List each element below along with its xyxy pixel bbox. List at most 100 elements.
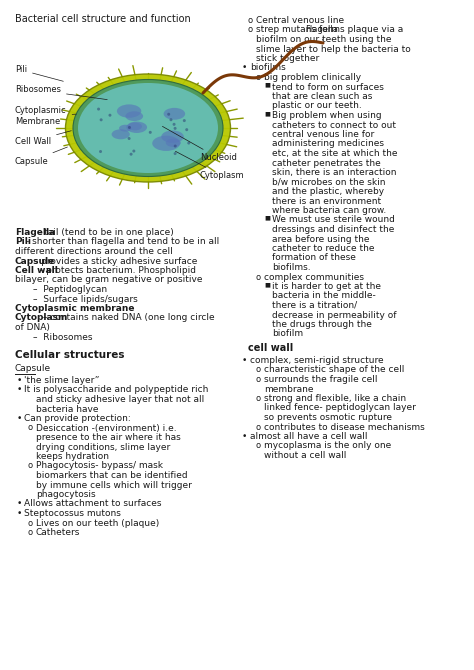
Text: skin, there is an interaction: skin, there is an interaction: [272, 168, 396, 177]
Text: contributes to disease mechanisms: contributes to disease mechanisms: [264, 423, 425, 431]
Text: catheters to connect to out: catheters to connect to out: [272, 121, 396, 129]
Ellipse shape: [128, 137, 131, 140]
Text: •: •: [17, 414, 22, 423]
Text: biofilms: biofilms: [250, 64, 286, 72]
Ellipse shape: [117, 105, 141, 118]
Ellipse shape: [97, 108, 100, 111]
Text: central venous line for: central venous line for: [272, 130, 374, 139]
Ellipse shape: [128, 123, 142, 131]
Ellipse shape: [185, 128, 188, 131]
Text: •: •: [17, 385, 22, 395]
Ellipse shape: [152, 135, 180, 151]
Text: •: •: [17, 509, 22, 518]
Text: b/w microbes on the skin: b/w microbes on the skin: [272, 178, 385, 186]
Text: phagocytosis: phagocytosis: [36, 490, 96, 499]
Text: tend to form on surfaces: tend to form on surfaces: [272, 82, 384, 92]
Text: almost all have a cell wall: almost all have a cell wall: [250, 432, 367, 441]
Text: o: o: [248, 16, 253, 25]
Text: biofilm on our teeth using the: biofilm on our teeth using the: [256, 35, 392, 44]
Text: o: o: [256, 73, 261, 82]
Text: Cytoplasm: Cytoplasm: [175, 151, 245, 180]
Ellipse shape: [127, 121, 147, 133]
Text: so prevents osmotic rupture: so prevents osmotic rupture: [264, 413, 392, 422]
Text: administering medicines: administering medicines: [272, 139, 384, 149]
Text: of DNA): of DNA): [15, 323, 50, 332]
Text: Nucleoid: Nucleoid: [163, 127, 237, 163]
Ellipse shape: [173, 152, 177, 155]
Ellipse shape: [166, 139, 181, 147]
Text: without a cell wall: without a cell wall: [264, 451, 346, 460]
Ellipse shape: [126, 111, 143, 121]
Ellipse shape: [78, 83, 218, 173]
Ellipse shape: [187, 141, 190, 145]
Text: ■: ■: [264, 216, 270, 220]
Text: biomarkers that can be identified: biomarkers that can be identified: [36, 471, 188, 480]
Text: the drugs through the: the drugs through the: [272, 320, 372, 329]
Text: Flagella: Flagella: [15, 228, 55, 237]
Text: •: •: [17, 500, 22, 509]
Text: Cytoplasmic
Membrane: Cytoplasmic Membrane: [15, 107, 76, 126]
Text: biofilms.: biofilms.: [272, 263, 310, 272]
Text: that are clean such as: that are clean such as: [272, 92, 373, 101]
Text: etc, at the site at which the: etc, at the site at which the: [272, 149, 398, 158]
Text: 'the slime layer”: 'the slime layer”: [24, 376, 100, 385]
Text: where bacteria can grow.: where bacteria can grow.: [272, 206, 386, 215]
Text: complex communities: complex communities: [264, 273, 364, 281]
Text: big problem clinically: big problem clinically: [264, 73, 361, 82]
Text: membrane: membrane: [264, 385, 313, 393]
Text: o: o: [256, 273, 261, 281]
Text: decrease in permeability of: decrease in permeability of: [272, 310, 396, 320]
Text: there is a titration/: there is a titration/: [272, 301, 357, 310]
Text: •: •: [242, 432, 247, 441]
Text: and the plastic, whereby: and the plastic, whereby: [272, 187, 384, 196]
Text: Bacterial cell structure and function: Bacterial cell structure and function: [15, 14, 191, 24]
Ellipse shape: [173, 127, 177, 130]
Ellipse shape: [119, 125, 132, 131]
Text: formation of these: formation of these: [272, 253, 356, 263]
Text: –  Surface lipids/sugars: – Surface lipids/sugars: [33, 295, 138, 304]
Text: Big problem when using: Big problem when using: [272, 111, 382, 120]
Text: - provides a sticky adhesive surface: - provides a sticky adhesive surface: [35, 257, 197, 265]
Text: Steptocossus mutons: Steptocossus mutons: [24, 509, 121, 518]
Ellipse shape: [99, 150, 102, 153]
Text: Capsule: Capsule: [15, 147, 67, 165]
Text: there is an environment: there is an environment: [272, 196, 381, 206]
Text: area before using the: area before using the: [272, 234, 370, 243]
Text: slime layer to help the bacteria to: slime layer to help the bacteria to: [256, 44, 411, 54]
Text: o: o: [28, 528, 33, 537]
Text: o: o: [256, 394, 261, 403]
Text: strong and flexible, like a chain: strong and flexible, like a chain: [264, 394, 406, 403]
Text: Desiccation -(environment) i.e.: Desiccation -(environment) i.e.: [36, 423, 177, 433]
Text: catheter penetrates the: catheter penetrates the: [272, 159, 381, 168]
Ellipse shape: [174, 145, 177, 147]
Text: o: o: [248, 25, 253, 34]
Text: biofilm: biofilm: [272, 330, 303, 338]
Ellipse shape: [128, 126, 131, 129]
Ellipse shape: [164, 108, 185, 120]
Text: o: o: [256, 375, 261, 384]
Ellipse shape: [183, 119, 186, 122]
Text: Ribosomes: Ribosomes: [15, 86, 107, 100]
Text: Can provide protection:: Can provide protection:: [24, 414, 131, 423]
Text: Allows attachment to surfaces: Allows attachment to surfaces: [24, 500, 162, 509]
Text: –  Peptidoglycan: – Peptidoglycan: [33, 285, 107, 294]
Text: it is harder to get at the: it is harder to get at the: [272, 282, 381, 291]
Text: Pili: Pili: [15, 237, 31, 247]
Ellipse shape: [161, 131, 184, 143]
Text: keeps hydration: keeps hydration: [36, 452, 109, 461]
Text: cell wall: cell wall: [248, 343, 293, 353]
Ellipse shape: [100, 119, 103, 121]
Text: Central venous line: Central venous line: [256, 16, 344, 25]
Text: linked fence- peptidoglycan layer: linked fence- peptidoglycan layer: [264, 403, 416, 413]
Text: and sticky adhesive layer that not all: and sticky adhesive layer that not all: [36, 395, 204, 404]
Text: –  Ribosomes: – Ribosomes: [33, 332, 92, 342]
Text: Flagella: Flagella: [305, 25, 338, 40]
Text: strep mutans forms plaque via a: strep mutans forms plaque via a: [256, 25, 403, 34]
Text: - tail (tend to be in one place): - tail (tend to be in one place): [37, 228, 173, 237]
Ellipse shape: [73, 80, 223, 176]
Text: Pili: Pili: [15, 66, 64, 81]
Text: drying conditions, slime layer: drying conditions, slime layer: [36, 442, 170, 452]
Text: •: •: [242, 64, 247, 72]
Text: dressings and disinfect the: dressings and disinfect the: [272, 225, 394, 234]
Text: complex, semi-rigid structure: complex, semi-rigid structure: [250, 356, 383, 365]
